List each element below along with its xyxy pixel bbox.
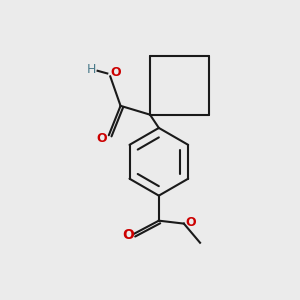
Text: O: O bbox=[122, 228, 134, 242]
Text: O: O bbox=[96, 132, 107, 145]
Text: O: O bbox=[185, 216, 196, 229]
Text: O: O bbox=[111, 66, 122, 79]
Text: H: H bbox=[86, 63, 96, 76]
